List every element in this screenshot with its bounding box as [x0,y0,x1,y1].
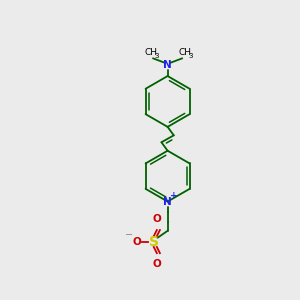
Text: O: O [152,259,161,269]
Text: O: O [132,237,141,247]
Text: CH: CH [178,48,191,57]
Text: CH: CH [144,48,157,57]
Text: 3: 3 [188,53,193,59]
Text: N: N [163,196,172,206]
Text: S: S [149,235,159,249]
Text: N: N [163,60,172,70]
Text: O: O [152,214,161,224]
Text: 3: 3 [154,53,159,59]
Text: +: + [170,191,178,200]
Text: −: − [125,230,133,240]
